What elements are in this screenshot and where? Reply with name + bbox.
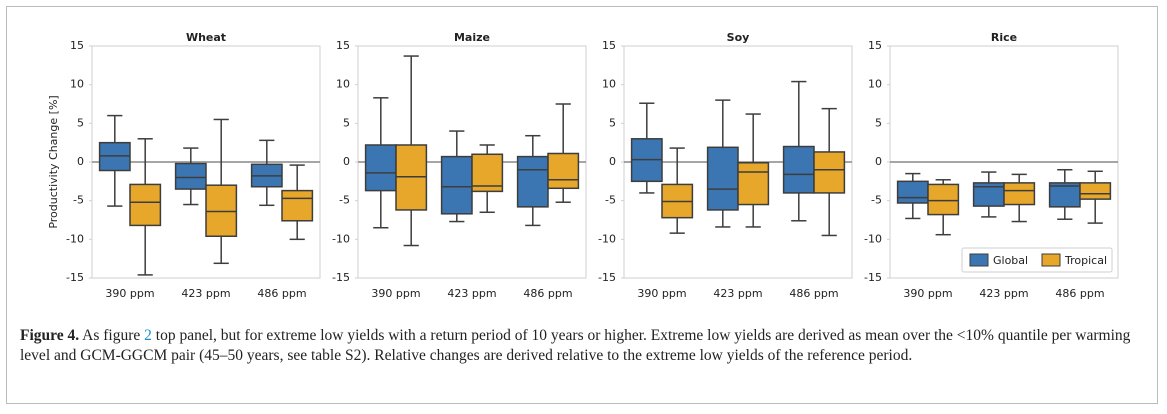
y-tick-label: 5 — [609, 116, 616, 129]
y-tick-label: 0 — [77, 155, 84, 168]
charts: Wheat -15 -10 -5 0 5 10 15 Productivity Change [… — [47, 31, 1119, 300]
legend-box — [961, 247, 1113, 273]
legend-swatch — [1041, 253, 1061, 267]
y-tick-label: 15 — [602, 39, 616, 52]
x-tick-label: 390 ppm — [903, 287, 952, 300]
legend-swatch — [969, 253, 989, 267]
x-tick-label: 423 ppm — [447, 287, 496, 300]
caption: Figure 4. As figure 2 top panel, but for… — [20, 326, 1145, 366]
legend-label: Tropical — [1064, 254, 1107, 267]
y-tick-label: 0 — [343, 155, 350, 168]
caption-text: As figure — [82, 327, 141, 344]
box — [896, 180, 929, 204]
x-tick-label: 423 ppm — [979, 287, 1028, 300]
y-tick-label: -15 — [598, 271, 616, 284]
y-tick-label: -5 — [871, 194, 882, 207]
box — [471, 153, 504, 193]
box — [395, 144, 428, 211]
y-tick-label: 15 — [336, 39, 350, 52]
box — [782, 145, 815, 194]
y-tick-label: -15 — [864, 271, 882, 284]
box — [129, 183, 162, 227]
y-tick-label: -10 — [332, 232, 350, 245]
box — [516, 155, 549, 208]
box — [364, 144, 397, 192]
x-tick-label: 486 ppm — [523, 287, 572, 300]
y-tick-label: 0 — [875, 155, 882, 168]
box — [737, 162, 770, 206]
y-tick-label: 10 — [336, 78, 350, 91]
box — [706, 146, 739, 211]
y-tick-label: 10 — [70, 78, 84, 91]
y-tick-label: -10 — [66, 232, 84, 245]
legend-label: Global — [993, 254, 1028, 267]
box — [927, 183, 960, 216]
x-tick-label: 486 ppm — [257, 287, 306, 300]
box — [547, 152, 580, 190]
x-tick-label: 390 ppm — [105, 287, 154, 300]
y-tick-label: -5 — [339, 194, 350, 207]
y-tick-label: 15 — [70, 39, 84, 52]
caption-label: Figure 4. — [20, 327, 80, 344]
y-tick-label: 10 — [868, 78, 882, 91]
x-tick-label: 486 ppm — [789, 287, 838, 300]
y-tick-label: -15 — [66, 271, 84, 284]
y-tick-label: 10 — [602, 78, 616, 91]
figure-link[interactable]: 2 — [144, 327, 152, 344]
panel-title: Rice — [991, 31, 1017, 44]
x-tick-label: 423 ppm — [713, 287, 762, 300]
y-tick-label: -10 — [598, 232, 616, 245]
panel-title: Maize — [454, 31, 490, 44]
x-tick-label: 423 ppm — [181, 287, 230, 300]
x-tick-label: 390 ppm — [371, 287, 420, 300]
x-tick-label: 390 ppm — [637, 287, 686, 300]
box — [1079, 182, 1112, 200]
box — [813, 151, 846, 194]
y-tick-label: 5 — [343, 116, 350, 129]
y-tick-label: 0 — [609, 155, 616, 168]
y-tick-label: 5 — [875, 116, 882, 129]
box — [1003, 182, 1036, 206]
box — [440, 155, 473, 215]
y-axis-label: Productivity Change [%] — [47, 95, 60, 228]
box — [281, 189, 314, 222]
y-tick-label: -15 — [332, 271, 350, 284]
figure-border — [6, 6, 1158, 404]
box — [174, 162, 207, 190]
box — [98, 141, 131, 172]
y-tick-label: 15 — [868, 39, 882, 52]
y-tick-label: 5 — [77, 116, 84, 129]
box — [205, 184, 238, 237]
panel-title: Soy — [727, 31, 750, 44]
x-tick-label: 486 ppm — [1055, 287, 1104, 300]
panel-title: Wheat — [186, 31, 226, 44]
y-tick-label: -5 — [605, 194, 616, 207]
y-tick-label: -5 — [73, 194, 84, 207]
y-tick-label: -10 — [864, 232, 882, 245]
caption-text: top panel, but for extreme low yields wi… — [20, 327, 1131, 364]
